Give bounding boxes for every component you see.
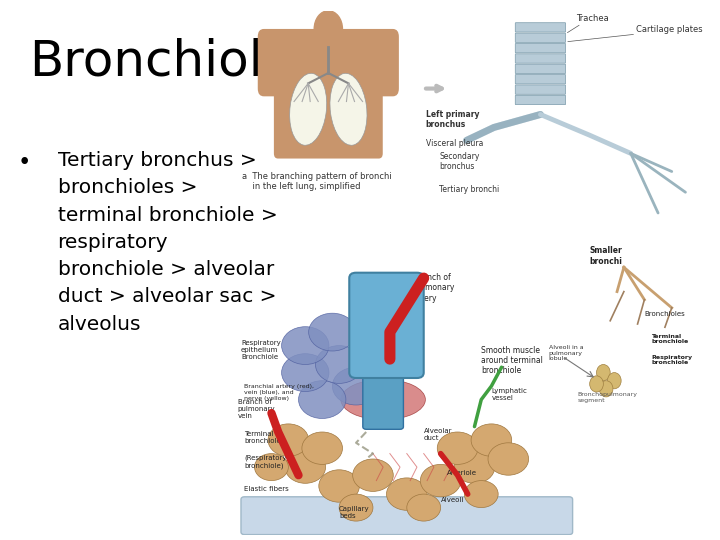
FancyBboxPatch shape (516, 75, 566, 84)
Circle shape (437, 432, 478, 464)
Text: Lymphatic
vessel: Lymphatic vessel (491, 388, 527, 401)
Text: Left primary
bronchus: Left primary bronchus (426, 110, 479, 130)
FancyBboxPatch shape (516, 54, 566, 63)
Circle shape (285, 451, 325, 483)
FancyBboxPatch shape (516, 33, 566, 43)
FancyBboxPatch shape (516, 43, 566, 53)
Circle shape (255, 454, 288, 481)
Circle shape (599, 381, 613, 397)
Circle shape (309, 313, 356, 351)
Circle shape (333, 367, 379, 405)
Circle shape (471, 424, 512, 456)
Text: Respiratory
bronchiole: Respiratory bronchiole (652, 355, 693, 366)
Text: Bronchioles: Bronchioles (29, 38, 320, 86)
Circle shape (339, 494, 373, 521)
FancyBboxPatch shape (516, 23, 566, 32)
Ellipse shape (330, 73, 367, 145)
FancyBboxPatch shape (363, 364, 403, 429)
Circle shape (464, 481, 498, 508)
FancyBboxPatch shape (516, 85, 566, 94)
Circle shape (454, 451, 495, 483)
Circle shape (608, 373, 621, 389)
Text: Capillary
beds: Capillary beds (339, 507, 370, 519)
Text: Respiratory
epithelium
Bronchiole: Respiratory epithelium Bronchiole (241, 340, 281, 360)
Circle shape (420, 464, 461, 497)
Text: Bronchopulmonary
segment: Bronchopulmonary segment (577, 392, 637, 403)
Text: Alveolar
duct: Alveolar duct (423, 428, 452, 441)
Ellipse shape (341, 379, 426, 420)
Ellipse shape (289, 73, 327, 145)
FancyBboxPatch shape (274, 34, 383, 159)
Circle shape (596, 364, 611, 381)
Circle shape (314, 11, 343, 47)
Text: Tertiary bronchi: Tertiary bronchi (439, 185, 500, 194)
Text: Smooth muscle
around terminal
bronchiole: Smooth muscle around terminal bronchiole (481, 346, 543, 375)
Circle shape (315, 346, 363, 383)
Text: (Respiratory
bronchiole): (Respiratory bronchiole) (244, 455, 287, 469)
Circle shape (353, 459, 393, 491)
Text: Alveoli: Alveoli (441, 497, 464, 503)
Text: Branch of
pulmonary
artery: Branch of pulmonary artery (413, 273, 455, 302)
Circle shape (590, 376, 603, 392)
Text: Terminal
bronchiole: Terminal bronchiole (652, 334, 688, 345)
FancyBboxPatch shape (258, 29, 399, 96)
Text: Alveoli in a
pulmonary
lobule: Alveoli in a pulmonary lobule (549, 345, 583, 361)
Text: Elastic fibers: Elastic fibers (244, 487, 289, 492)
FancyBboxPatch shape (349, 273, 423, 378)
Text: •: • (18, 151, 32, 174)
Circle shape (387, 478, 427, 510)
Circle shape (299, 381, 346, 418)
Text: Tertiary bronchus >
bronchioles >
terminal bronchiole >
respiratory
bronchiole >: Tertiary bronchus > bronchioles > termin… (58, 151, 277, 334)
Text: Secondary
bronchus: Secondary bronchus (439, 152, 480, 171)
Text: Arteriole: Arteriole (447, 470, 477, 476)
Circle shape (282, 327, 329, 364)
Text: Branch of
pulmonary
vein: Branch of pulmonary vein (238, 400, 275, 420)
Text: Visceral pleura: Visceral pleura (426, 139, 483, 147)
Text: Bronchioles: Bronchioles (644, 311, 685, 317)
Text: a  The branching pattern of bronchi
    in the left lung, simplified: a The branching pattern of bronchi in th… (242, 172, 392, 191)
Text: Smaller
bronchi: Smaller bronchi (590, 246, 623, 266)
FancyBboxPatch shape (516, 64, 566, 73)
Circle shape (407, 494, 441, 521)
Text: Terminal
bronchiole: Terminal bronchiole (244, 431, 281, 444)
FancyBboxPatch shape (241, 497, 572, 535)
Text: © 2012 Pearson Education, Inc.: © 2012 Pearson Education, Inc. (245, 517, 378, 526)
Circle shape (319, 470, 359, 502)
FancyBboxPatch shape (516, 95, 566, 105)
Text: Cartilage plates: Cartilage plates (636, 24, 703, 33)
Text: Branchial artery (red),
vein (blue), and
nerve (yellow): Branchial artery (red), vein (blue), and… (244, 384, 315, 401)
Circle shape (302, 432, 343, 464)
Circle shape (282, 354, 329, 391)
Circle shape (268, 424, 309, 456)
Text: Trachea: Trachea (576, 14, 608, 23)
Circle shape (488, 443, 528, 475)
